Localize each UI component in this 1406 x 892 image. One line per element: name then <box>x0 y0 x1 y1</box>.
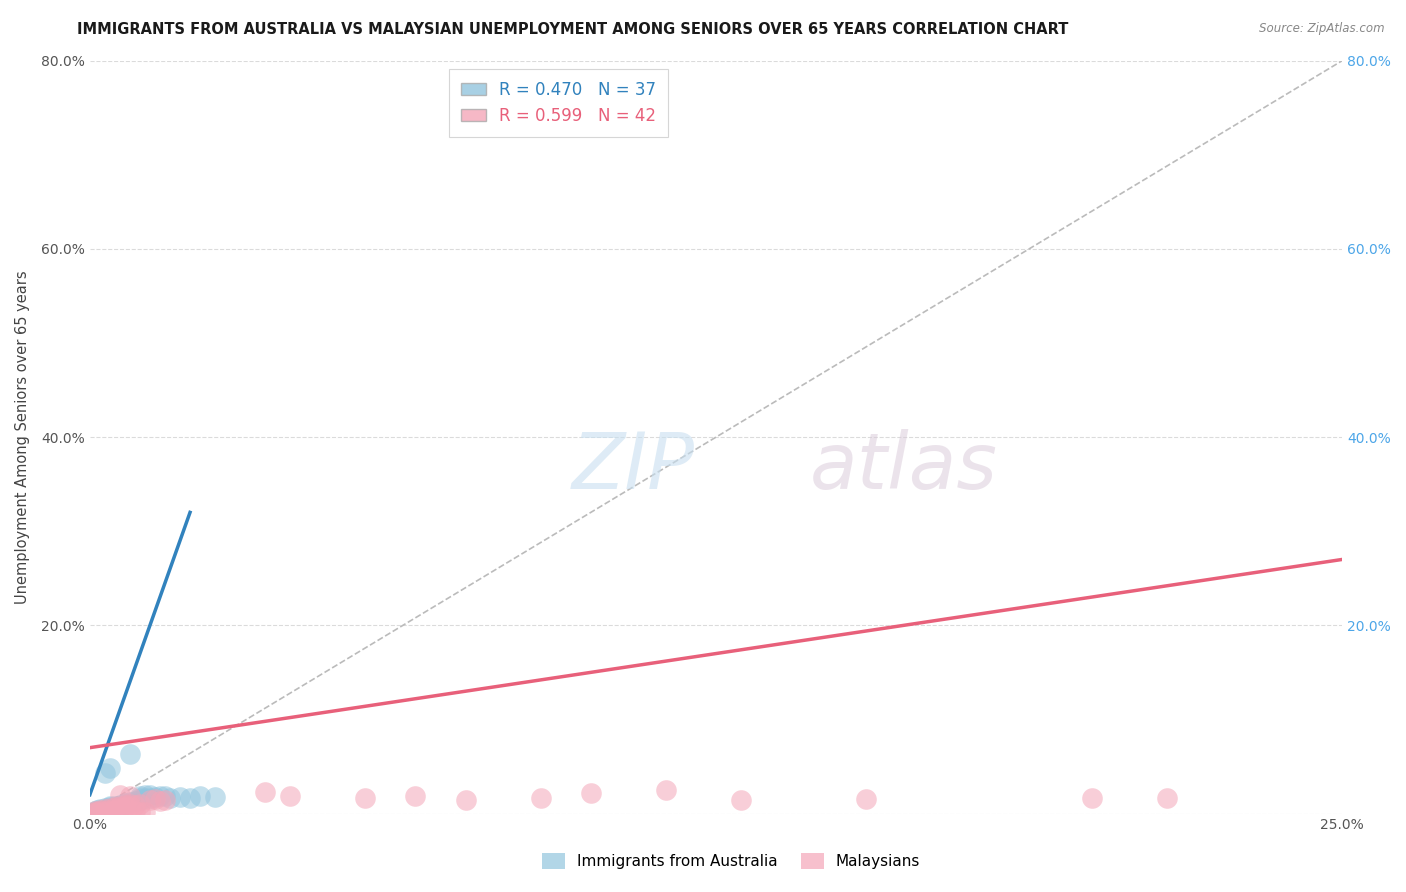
Point <box>134 788 156 802</box>
Point <box>149 789 172 803</box>
Point <box>118 789 141 803</box>
Point <box>129 791 152 805</box>
Point <box>108 798 131 813</box>
Point <box>139 790 162 805</box>
Point <box>114 797 136 811</box>
Point <box>405 789 427 803</box>
Point <box>98 804 121 818</box>
Point <box>579 786 602 800</box>
Point <box>108 788 131 802</box>
Point <box>114 796 136 810</box>
Point <box>179 791 201 805</box>
Legend: Immigrants from Australia, Malaysians: Immigrants from Australia, Malaysians <box>536 847 927 875</box>
Point <box>98 761 121 775</box>
Point <box>94 803 117 817</box>
Point <box>94 804 117 818</box>
Point <box>153 789 176 803</box>
Point <box>118 795 141 809</box>
Point <box>108 801 131 815</box>
Text: atlas: atlas <box>810 429 998 505</box>
Point <box>89 802 111 816</box>
Point <box>98 799 121 814</box>
Point <box>108 800 131 814</box>
Point <box>124 794 146 808</box>
Point <box>83 805 105 819</box>
Point <box>108 799 131 814</box>
Point <box>143 789 166 804</box>
Point <box>118 797 141 811</box>
Point <box>118 747 141 762</box>
Text: IMMIGRANTS FROM AUSTRALIA VS MALAYSIAN UNEMPLOYMENT AMONG SENIORS OVER 65 YEARS : IMMIGRANTS FROM AUSTRALIA VS MALAYSIAN U… <box>77 22 1069 37</box>
Point <box>855 792 877 806</box>
Point <box>114 800 136 814</box>
Point <box>124 798 146 813</box>
Point <box>104 799 127 814</box>
Point <box>86 805 108 819</box>
Point <box>98 800 121 814</box>
Point <box>530 791 553 805</box>
Point <box>143 792 166 806</box>
Point <box>204 789 226 804</box>
Point <box>89 804 111 818</box>
Point <box>134 805 156 819</box>
Point <box>104 801 127 815</box>
Point <box>129 789 152 803</box>
Point <box>83 804 105 818</box>
Point <box>129 793 152 807</box>
Point <box>124 804 146 818</box>
Point <box>94 801 117 815</box>
Point <box>139 793 162 807</box>
Point <box>169 789 191 804</box>
Point <box>730 793 752 807</box>
Point <box>98 801 121 815</box>
Point <box>1156 791 1178 805</box>
Point <box>94 766 117 780</box>
Text: Source: ZipAtlas.com: Source: ZipAtlas.com <box>1260 22 1385 36</box>
Point <box>134 791 156 805</box>
Point <box>188 789 211 803</box>
Point <box>89 803 111 817</box>
Point <box>153 793 176 807</box>
Legend: R = 0.470   N = 37, R = 0.599   N = 42: R = 0.470 N = 37, R = 0.599 N = 42 <box>449 69 668 136</box>
Point <box>82 805 104 820</box>
Text: ZIP: ZIP <box>572 429 695 505</box>
Point <box>104 802 127 816</box>
Point <box>278 789 301 803</box>
Point <box>82 805 104 820</box>
Point <box>454 793 477 807</box>
Point <box>89 804 111 818</box>
Point <box>94 802 117 816</box>
Point <box>83 805 105 819</box>
Point <box>86 803 108 817</box>
Point <box>254 785 277 799</box>
Point <box>98 803 121 817</box>
Point <box>354 791 377 805</box>
Point <box>159 790 181 805</box>
Point <box>118 799 141 814</box>
Point <box>129 797 152 811</box>
Point <box>114 798 136 813</box>
Point <box>104 803 127 817</box>
Point <box>1081 791 1104 805</box>
Point <box>655 783 678 797</box>
Point <box>139 788 162 802</box>
Point <box>149 794 172 808</box>
Point <box>83 804 105 818</box>
Y-axis label: Unemployment Among Seniors over 65 years: Unemployment Among Seniors over 65 years <box>15 270 30 604</box>
Point <box>104 800 127 814</box>
Point <box>129 805 152 819</box>
